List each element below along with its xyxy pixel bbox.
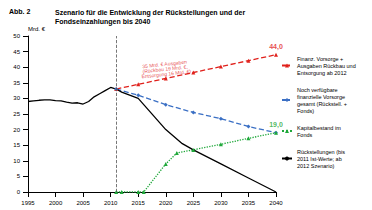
svg-text:15: 15	[13, 142, 20, 148]
svg-text:40: 40	[13, 64, 20, 70]
svg-text:5: 5	[17, 173, 21, 179]
svg-text:10: 10	[13, 158, 20, 164]
svg-text:44,0: 44,0	[269, 43, 283, 51]
svg-text:gesamt (Rückstell. +: gesamt (Rückstell. +	[297, 101, 349, 107]
svg-text:Fonds): Fonds)	[297, 108, 314, 114]
svg-text:35: 35	[13, 80, 20, 86]
svg-text:Rückstellungen (bis: Rückstellungen (bis	[297, 149, 347, 155]
svg-text:20: 20	[13, 127, 20, 133]
svg-text:Ausgaben Rückbau und: Ausgaben Rückbau und	[297, 63, 357, 69]
svg-text:2015: 2015	[132, 200, 146, 206]
svg-text:Abb. 2: Abb. 2	[9, 8, 30, 15]
svg-text:2020: 2020	[159, 200, 173, 206]
svg-text:2005: 2005	[76, 200, 90, 206]
svg-text:finanzielle Vorsorge: finanzielle Vorsorge	[297, 94, 347, 100]
svg-text:2010: 2010	[104, 200, 118, 206]
svg-text:19,0: 19,0	[269, 121, 283, 129]
svg-text:Mrd. €: Mrd. €	[28, 26, 46, 32]
svg-text:30: 30	[13, 95, 20, 101]
svg-text:Entsorgung 16 Mrd. €): Entsorgung 16 Mrd. €)	[141, 68, 191, 79]
svg-text:Finanz. Vorsorge +: Finanz. Vorsorge +	[297, 56, 345, 62]
svg-text:2040: 2040	[269, 200, 283, 206]
svg-text:2000: 2000	[49, 200, 63, 206]
svg-text:Fondseinzahlungen bis 2040: Fondseinzahlungen bis 2040	[55, 18, 150, 26]
svg-text:2025: 2025	[187, 200, 201, 206]
svg-text:25: 25	[13, 111, 20, 117]
svg-text:2035: 2035	[242, 200, 256, 206]
svg-text:2012 Szenario): 2012 Szenario)	[297, 163, 334, 169]
svg-text:0: 0	[17, 189, 21, 195]
svg-text:2030: 2030	[214, 200, 228, 206]
svg-text:50: 50	[13, 33, 20, 39]
svg-text:2011 Ist-Werte; ab: 2011 Ist-Werte; ab	[297, 156, 343, 162]
svg-text:Entsorgung ab 2012: Entsorgung ab 2012	[297, 70, 347, 76]
svg-text:45: 45	[13, 49, 20, 55]
svg-text:Fonds: Fonds	[297, 132, 313, 138]
svg-text:Kapitalbestand im: Kapitalbestand im	[297, 125, 342, 131]
svg-text:Szenario für die Entwicklung d: Szenario für die Entwicklung der Rückste…	[55, 9, 247, 17]
svg-text:1995: 1995	[21, 200, 35, 206]
svg-text:Noch verfügbare: Noch verfügbare	[297, 87, 339, 93]
